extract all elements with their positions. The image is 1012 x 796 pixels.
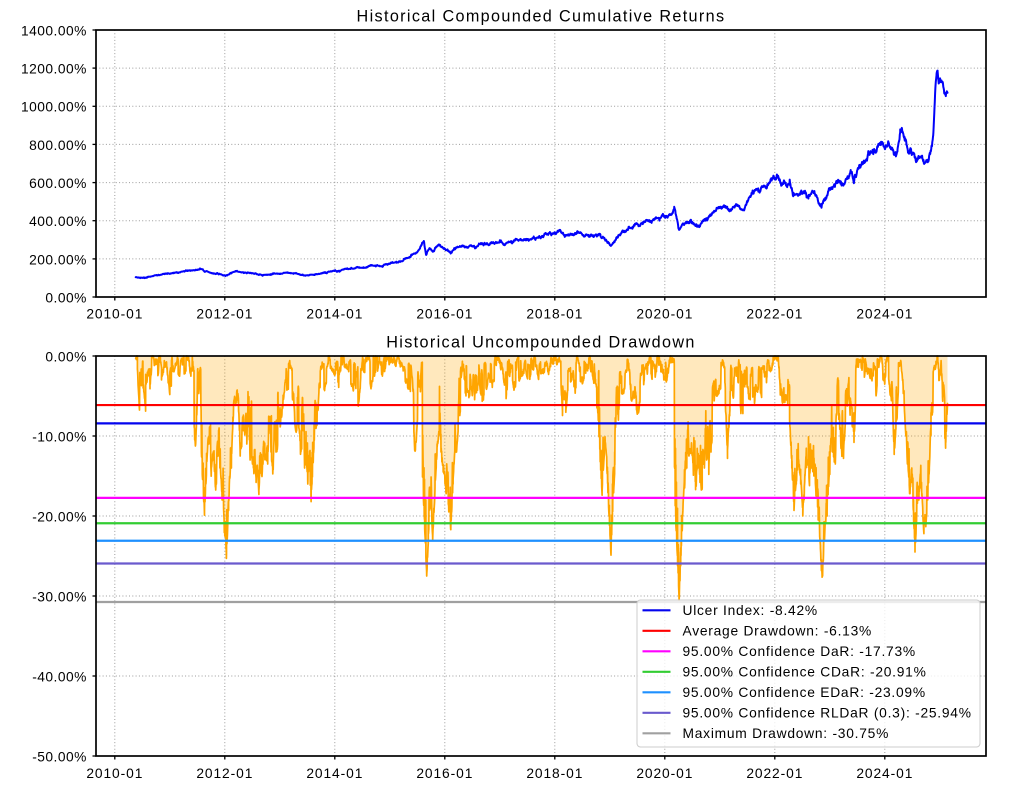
svg-text:95.00% Confidence RLDaR (0.3):: 95.00% Confidence RLDaR (0.3): -25.94% [683,706,972,721]
svg-text:-30.00%: -30.00% [32,589,87,604]
svg-text:Maximum Drawdown: -30.75%: Maximum Drawdown: -30.75% [683,726,890,741]
svg-text:2016-01: 2016-01 [416,307,473,322]
svg-text:2022-01: 2022-01 [746,766,803,781]
svg-text:Average Drawdown: -6.13%: Average Drawdown: -6.13% [683,624,873,639]
svg-text:-40.00%: -40.00% [32,669,87,684]
svg-text:0.00%: 0.00% [45,349,86,364]
svg-text:200.00%: 200.00% [29,252,87,267]
svg-text:95.00% Confidence CDaR: -20.91: 95.00% Confidence CDaR: -20.91% [683,665,927,680]
svg-text:600.00%: 600.00% [29,176,87,191]
svg-text:400.00%: 400.00% [29,214,87,229]
svg-text:2014-01: 2014-01 [306,766,363,781]
svg-text:2020-01: 2020-01 [636,766,693,781]
svg-text:1400.00%: 1400.00% [21,23,87,38]
svg-text:2012-01: 2012-01 [196,766,253,781]
svg-text:Historical Compounded Cumulati: Historical Compounded Cumulative Returns [357,8,726,26]
svg-text:Historical Uncompounded Drawdo: Historical Uncompounded Drawdown [386,334,696,352]
svg-text:2016-01: 2016-01 [416,766,473,781]
svg-text:95.00% Confidence EDaR: -23.09: 95.00% Confidence EDaR: -23.09% [683,685,926,700]
svg-text:95.00% Confidence DaR: -17.73%: 95.00% Confidence DaR: -17.73% [683,644,916,659]
svg-text:Ulcer Index: -8.42%: Ulcer Index: -8.42% [683,603,818,618]
svg-text:-50.00%: -50.00% [32,749,87,764]
svg-text:2020-01: 2020-01 [636,307,693,322]
svg-text:800.00%: 800.00% [29,138,87,153]
svg-text:2018-01: 2018-01 [526,766,583,781]
svg-text:-20.00%: -20.00% [32,509,87,524]
svg-text:2012-01: 2012-01 [196,307,253,322]
svg-text:1200.00%: 1200.00% [21,62,87,77]
svg-text:2022-01: 2022-01 [746,307,803,322]
svg-text:0.00%: 0.00% [45,290,86,305]
svg-text:1000.00%: 1000.00% [21,100,87,115]
svg-text:2018-01: 2018-01 [526,307,583,322]
svg-text:-10.00%: -10.00% [32,429,87,444]
svg-text:2010-01: 2010-01 [86,766,143,781]
svg-text:2014-01: 2014-01 [306,307,363,322]
svg-text:2010-01: 2010-01 [86,307,143,322]
svg-text:2024-01: 2024-01 [856,766,913,781]
svg-text:2024-01: 2024-01 [856,307,913,322]
